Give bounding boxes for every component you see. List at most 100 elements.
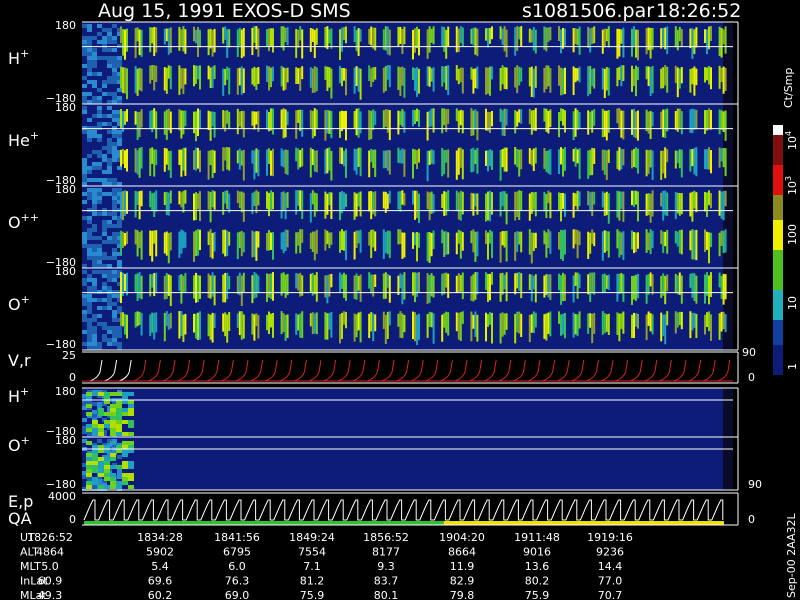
cell <box>82 244 87 248</box>
cell <box>228 231 231 246</box>
cell <box>589 272 592 302</box>
tick-sup: 3 <box>784 176 793 181</box>
cell <box>110 481 116 485</box>
cell <box>112 182 117 186</box>
cell <box>87 330 92 334</box>
cell <box>228 147 231 171</box>
cell <box>102 56 107 60</box>
cell <box>607 193 610 224</box>
cell <box>182 275 185 292</box>
cell <box>386 311 389 339</box>
cell <box>447 273 450 299</box>
cell <box>622 65 625 81</box>
cell <box>117 260 122 264</box>
cell <box>562 28 564 49</box>
cell <box>558 232 560 250</box>
cell <box>313 66 316 93</box>
cell <box>82 402 87 406</box>
velocity-trace <box>235 359 249 382</box>
cell <box>518 272 521 291</box>
panel-label: He+ <box>8 129 39 150</box>
cell <box>357 28 360 57</box>
cell <box>499 26 502 40</box>
cell <box>401 313 404 339</box>
cell <box>311 68 314 93</box>
cell <box>82 487 87 491</box>
cell <box>92 469 98 473</box>
cell <box>82 96 87 100</box>
cell <box>345 274 347 301</box>
cell <box>470 230 473 244</box>
cell <box>633 312 635 338</box>
cell <box>155 27 158 53</box>
cell <box>635 147 637 168</box>
cell <box>401 274 404 305</box>
cell <box>87 248 92 252</box>
label-text: O <box>8 436 21 455</box>
cell <box>689 273 692 288</box>
cell <box>461 27 464 46</box>
cell <box>603 68 606 99</box>
cell <box>107 406 112 410</box>
cell <box>184 29 187 54</box>
cell <box>339 192 341 221</box>
cell <box>238 191 241 208</box>
panel-edge <box>723 22 733 104</box>
cell <box>102 114 107 118</box>
cell <box>92 64 97 68</box>
cell <box>107 294 112 298</box>
cell <box>112 110 117 114</box>
cell <box>428 150 431 165</box>
cell <box>328 110 331 134</box>
cell <box>605 314 608 332</box>
cell <box>136 68 139 96</box>
cell <box>92 318 97 322</box>
cell <box>102 434 107 438</box>
cell <box>107 60 112 64</box>
cell <box>165 191 168 216</box>
cell <box>153 65 156 91</box>
cell <box>87 80 92 84</box>
cell <box>543 230 546 245</box>
cell <box>710 232 712 248</box>
cell <box>474 149 477 165</box>
cell <box>117 330 122 334</box>
cell <box>112 76 117 80</box>
cell <box>534 147 537 164</box>
velocity-trace <box>104 359 118 382</box>
cell <box>499 191 502 217</box>
cell <box>372 192 375 215</box>
cell <box>412 148 414 179</box>
cell <box>706 231 708 250</box>
cell <box>384 150 387 169</box>
cell <box>403 272 406 300</box>
cell <box>97 192 102 196</box>
cell: 5.4 <box>151 560 169 573</box>
cell <box>589 313 592 328</box>
cell <box>359 191 362 217</box>
cell <box>359 111 362 134</box>
cell <box>116 485 122 489</box>
cell <box>414 68 416 91</box>
cell <box>370 110 373 140</box>
label-text: O <box>8 213 21 232</box>
cell <box>426 314 429 338</box>
cell <box>120 230 122 256</box>
cell <box>213 275 216 306</box>
cell <box>112 100 117 104</box>
cell <box>122 449 128 453</box>
cell <box>309 67 312 88</box>
cell <box>591 147 594 176</box>
cell <box>138 311 141 325</box>
cell <box>87 322 92 326</box>
cell <box>368 28 371 45</box>
cell <box>272 66 274 82</box>
cell <box>651 65 654 94</box>
cell <box>197 27 199 57</box>
velocity-trace <box>673 359 687 382</box>
cell <box>169 111 172 134</box>
cell <box>110 392 116 396</box>
cell <box>268 148 270 165</box>
cell <box>242 314 245 339</box>
cell <box>572 149 575 162</box>
